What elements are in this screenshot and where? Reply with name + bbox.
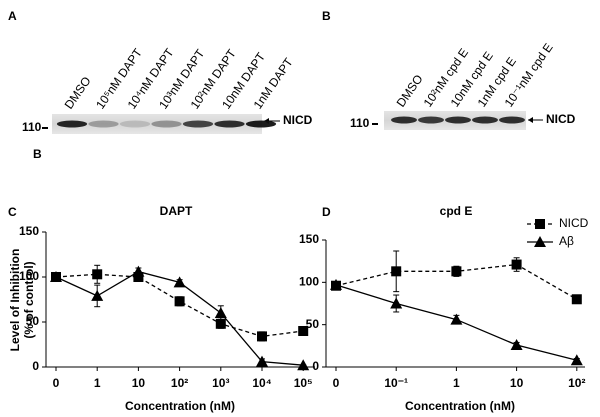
blot-band <box>56 120 88 128</box>
panel-label: C <box>8 205 17 219</box>
y-tick-label: 150 <box>19 224 39 238</box>
blot-band <box>119 120 151 128</box>
blot-band <box>391 116 417 124</box>
chart-title: DAPT <box>160 204 193 218</box>
blot-membrane <box>52 114 262 134</box>
x-axis-label: Concentration (nM) <box>405 399 515 413</box>
data-marker <box>535 219 545 229</box>
data-marker <box>132 265 145 277</box>
data-marker <box>50 271 62 282</box>
x-tick-label: 1 <box>94 376 101 390</box>
band-label: NICD <box>283 113 313 127</box>
blot-band <box>445 116 471 124</box>
y-tick-label: 150 <box>299 232 319 246</box>
x-tick-label: 1 <box>453 376 460 390</box>
x-tick-label: 10³ <box>212 376 229 390</box>
blot-band <box>88 120 119 128</box>
legend-label: NICD <box>559 216 589 230</box>
blot-band <box>499 116 525 124</box>
data-marker <box>256 355 268 367</box>
band-label: NICD <box>546 112 576 126</box>
data-marker <box>450 313 463 325</box>
data-marker <box>173 276 186 288</box>
blot-band <box>182 120 214 128</box>
blot-band <box>214 120 245 128</box>
mw-marker: 110 <box>22 120 42 134</box>
data-marker <box>571 294 582 305</box>
y-tick-label: 100 <box>299 275 319 289</box>
y-tick-label: 100 <box>19 269 39 283</box>
blot-band <box>418 116 444 124</box>
legend-label: Aβ <box>559 234 574 248</box>
x-tick-label: 10² <box>568 376 585 390</box>
x-tick-label: 10⁴ <box>252 376 271 390</box>
y-tick-label: 50 <box>26 314 40 328</box>
data-marker <box>257 331 267 342</box>
data-marker <box>534 236 546 247</box>
lane-label: DMSO <box>394 72 426 110</box>
data-marker <box>330 278 342 290</box>
data-marker <box>297 359 310 371</box>
data-marker <box>390 297 403 309</box>
panel-label: D <box>322 205 331 219</box>
y-tick-label: 50 <box>306 317 320 331</box>
x-tick-label: 10 <box>132 376 146 390</box>
data-marker <box>298 326 309 336</box>
data-marker <box>391 266 402 277</box>
y-tick-label: 0 <box>32 359 39 373</box>
data-marker <box>451 266 462 277</box>
x-tick-label: 0 <box>53 376 60 390</box>
data-marker <box>174 296 185 307</box>
mw-marker: 110 <box>350 116 370 130</box>
x-tick-label: 10² <box>171 376 188 390</box>
data-marker <box>511 259 522 270</box>
data-marker <box>92 269 103 280</box>
data-marker <box>215 318 226 329</box>
arrow-head <box>528 117 533 123</box>
blot-band <box>472 116 498 124</box>
blot-band <box>151 120 182 128</box>
y-axis-label: Level of Inhibition <box>8 249 22 352</box>
x-tick-label: 0 <box>333 376 340 390</box>
y-axis-label: (% of control) <box>22 261 36 338</box>
panel-label: B <box>33 147 42 161</box>
chart-title: cpd E <box>440 204 473 218</box>
panel-label: B <box>322 9 331 23</box>
x-axis-label: Concentration (nM) <box>125 399 235 413</box>
x-tick-label: 10⁻¹ <box>384 376 408 390</box>
lane-label: DMSO <box>62 74 94 112</box>
y-tick-label: 0 <box>312 359 319 373</box>
x-tick-label: 10⁵ <box>294 376 313 390</box>
data-marker <box>510 338 523 350</box>
data-marker <box>133 272 144 282</box>
data-marker <box>214 307 227 318</box>
data-marker <box>91 289 104 301</box>
blot-band <box>245 120 277 128</box>
panel-label: A <box>8 9 17 23</box>
x-tick-label: 10 <box>510 376 524 390</box>
data-marker <box>570 354 583 366</box>
